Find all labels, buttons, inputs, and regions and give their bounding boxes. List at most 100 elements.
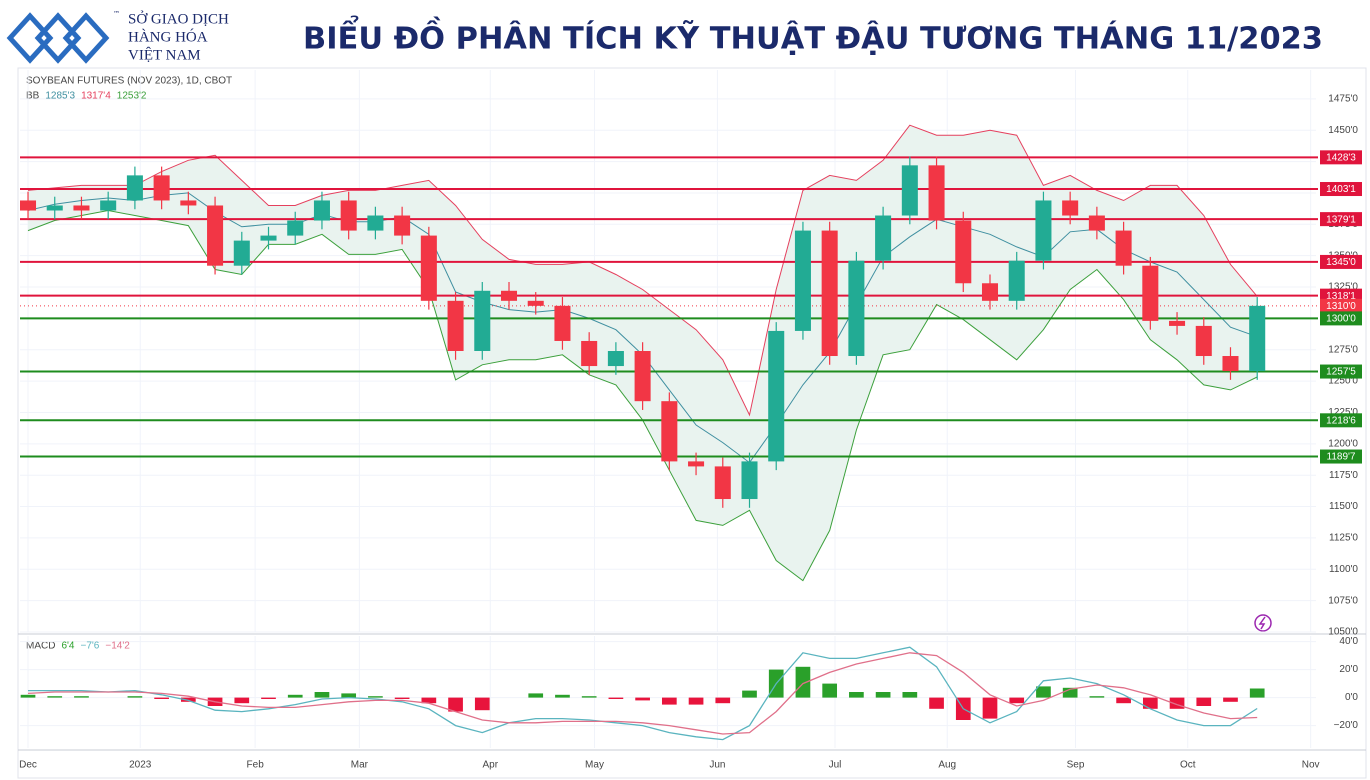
histogram-bar <box>742 690 757 698</box>
alert-icon[interactable] <box>1254 614 1272 632</box>
histogram-bar <box>581 696 597 698</box>
alert-bolt[interactable] <box>1258 616 1266 630</box>
legend-value: 1285'3 <box>45 91 75 102</box>
y-tick-label: 1475'0 <box>1328 93 1358 104</box>
level-label: 1345'0 <box>1326 257 1356 268</box>
legend-value: 6'4 <box>61 641 74 652</box>
candle-body <box>474 290 491 351</box>
page-title: BIỂU ĐỒ PHÂN TÍCH KỸ THUẬT ĐẬU TƯƠNG THÁ… <box>303 16 1323 57</box>
histogram-bar <box>47 696 63 698</box>
logo-diamond <box>6 12 54 64</box>
histogram-bar <box>849 692 864 698</box>
candle-body <box>1169 320 1186 326</box>
histogram-bar <box>341 693 357 698</box>
plot <box>20 70 1318 748</box>
histogram-bar <box>688 697 704 705</box>
level-box <box>1320 212 1362 227</box>
candle-body <box>394 215 411 236</box>
level-label: 1403'1 <box>1326 184 1356 195</box>
histogram-bar <box>287 694 303 698</box>
level-box <box>1320 413 1362 428</box>
candle-body <box>46 205 63 211</box>
level-label: 1310'0 <box>1326 301 1356 312</box>
histogram-bar <box>795 666 811 698</box>
level-label: 1318'1 <box>1326 291 1356 302</box>
level-box <box>1320 182 1362 197</box>
candle-body <box>260 235 277 241</box>
y-tick-label: 1200'0 <box>1328 438 1358 449</box>
histogram-bar <box>902 692 918 698</box>
logo-diamond <box>62 12 110 64</box>
alert-circle[interactable] <box>1254 614 1272 632</box>
logo-text: SỞ GIAO DỊCH <box>128 10 229 27</box>
level-box <box>1320 254 1362 269</box>
logo-text: HÀNG HÓA <box>128 28 208 45</box>
candle-body <box>688 461 705 467</box>
candle-body <box>981 283 999 301</box>
histogram-bar <box>1009 697 1025 704</box>
candle-body <box>794 230 811 331</box>
candle-body <box>73 205 90 211</box>
candle-body <box>901 165 918 216</box>
level-label: 1379'1 <box>1326 214 1356 225</box>
x-tick-label: Feb <box>247 760 265 771</box>
histogram-bar <box>1169 697 1185 709</box>
y-tick-label: 1100'0 <box>1329 564 1358 575</box>
x-tick-label: Sep <box>1067 760 1085 771</box>
candle-body <box>500 290 518 301</box>
y-tick-label: −20'0 <box>1334 720 1359 731</box>
level-box <box>1320 449 1362 464</box>
candle-body <box>100 200 117 211</box>
histogram-bar <box>180 697 196 702</box>
candle-body <box>1088 215 1105 231</box>
histogram-bar <box>421 697 437 704</box>
histogram-bar <box>929 697 944 709</box>
candle-body <box>126 175 143 201</box>
x-tick-label: Mar <box>351 760 369 771</box>
histogram-bar <box>555 694 570 698</box>
candle-body <box>955 220 972 284</box>
histogram-bar <box>154 697 169 699</box>
x-tick-label: 2023 <box>129 760 152 771</box>
x-tick-label: Apr <box>483 760 499 771</box>
candle-body <box>207 205 224 266</box>
level-box <box>1320 364 1362 379</box>
histogram-bar <box>528 693 544 698</box>
histogram-bar <box>1223 697 1238 702</box>
y-tick-label: 1275'0 <box>1328 344 1358 355</box>
y-tick-label: 40'0 <box>1339 636 1358 647</box>
x-tick-label: Aug <box>938 760 956 771</box>
candle-body <box>447 300 464 351</box>
histogram-bar <box>74 696 89 698</box>
histogram-bar <box>448 697 463 712</box>
candle-body <box>313 200 330 221</box>
histogram-bar <box>368 696 383 698</box>
y-tick-label: 0'0 <box>1345 692 1358 703</box>
candle-body <box>581 340 598 367</box>
x-tick-label: Jul <box>829 760 842 771</box>
legend-value: 1253'2 <box>117 91 147 102</box>
y-tick-label: 1150'0 <box>1329 501 1358 512</box>
candle-body <box>340 200 357 231</box>
candle-body <box>714 466 731 500</box>
histogram-bar <box>822 683 838 698</box>
macd-title: MACD <box>26 641 55 652</box>
candle-body <box>20 200 37 211</box>
histogram-bar <box>661 697 677 705</box>
x-tick-label: May <box>585 760 604 771</box>
logo-text: VIỆT NAM <box>128 46 201 63</box>
candle-body <box>875 215 892 261</box>
legend-value: −14'2 <box>105 641 130 652</box>
macd-line <box>28 646 1258 741</box>
histogram-bar <box>1196 697 1212 706</box>
candle-body <box>554 305 571 341</box>
chart-frame <box>17 67 1367 779</box>
level-label: 1300'0 <box>1326 314 1356 325</box>
y-tick-label: 1125'0 <box>1329 533 1358 544</box>
legend-value: −7'6 <box>81 641 100 652</box>
candle-body <box>1008 260 1025 301</box>
candle-body <box>928 165 945 221</box>
histogram-bar <box>314 692 330 698</box>
histogram-bar <box>982 697 998 719</box>
histogram-bar <box>1089 696 1105 698</box>
